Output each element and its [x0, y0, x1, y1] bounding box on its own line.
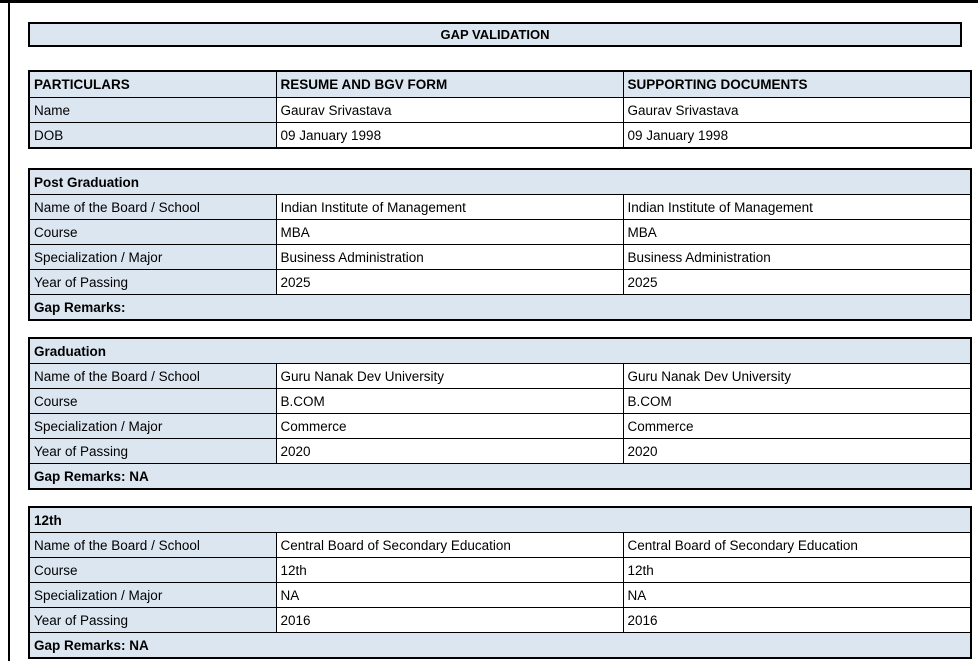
row-label-dob: DOB: [28, 122, 277, 149]
table-row-year-of-passing: Year of Passing 2020 2020: [28, 438, 972, 464]
document-title: GAP VALIDATION: [28, 22, 962, 47]
table-row-board-school: Name of the Board / School Guru Nanak De…: [28, 363, 972, 389]
dob-documents-value: 09 January 1998: [622, 122, 972, 149]
table-row-course: Course B.COM B.COM: [28, 388, 972, 414]
specialization-documents-value: NA: [622, 582, 972, 608]
gap-remarks-graduation: Gap Remarks: NA: [28, 463, 972, 490]
section-title-post-graduation: Post Graduation: [28, 168, 972, 195]
board-school-documents-value: Guru Nanak Dev University: [622, 363, 972, 389]
board-school-resume-value: Guru Nanak Dev University: [275, 363, 624, 389]
row-label-board-school: Name of the Board / School: [28, 363, 277, 389]
row-label-board-school: Name of the Board / School: [28, 532, 277, 558]
table-row-board-school: Name of the Board / School Central Board…: [28, 532, 972, 558]
section-title-12th: 12th: [28, 506, 972, 533]
row-label-course: Course: [28, 219, 277, 245]
section-header-row: 12th: [28, 506, 972, 533]
course-documents-value: 12th: [622, 557, 972, 583]
row-label-specialization: Specialization / Major: [28, 413, 277, 439]
board-school-resume-value: Indian Institute of Management: [275, 194, 624, 220]
specialization-resume-value: Business Administration: [275, 244, 624, 270]
row-label-course: Course: [28, 557, 277, 583]
table-row-specialization: Specialization / Major Commerce Commerce: [28, 413, 972, 439]
gap-remarks-12th: Gap Remarks: NA: [28, 632, 972, 659]
row-label-year-of-passing: Year of Passing: [28, 607, 277, 633]
row-label-board-school: Name of the Board / School: [28, 194, 277, 220]
year-resume-value: 2016: [275, 607, 624, 633]
table-row-board-school: Name of the Board / School Indian Instit…: [28, 194, 972, 220]
row-label-year-of-passing: Year of Passing: [28, 269, 277, 295]
table-row-specialization: Specialization / Major NA NA: [28, 582, 972, 608]
column-header-resume-bgv: RESUME AND BGV FORM: [275, 70, 624, 98]
row-label-year-of-passing: Year of Passing: [28, 438, 277, 464]
table-row-specialization: Specialization / Major Business Administ…: [28, 244, 972, 270]
board-school-resume-value: Central Board of Secondary Education: [275, 532, 624, 558]
specialization-documents-value: Commerce: [622, 413, 972, 439]
row-label-name: Name: [28, 97, 277, 123]
row-label-specialization: Specialization / Major: [28, 244, 277, 270]
year-documents-value: 2020: [622, 438, 972, 464]
column-header-supporting-docs: SUPPORTING DOCUMENTS: [622, 70, 972, 98]
row-label-course: Course: [28, 388, 277, 414]
year-documents-value: 2025: [622, 269, 972, 295]
year-resume-value: 2025: [275, 269, 624, 295]
gap-remarks-row: Gap Remarks:: [28, 294, 972, 321]
table-row-name: Name Gaurav Srivastava Gaurav Srivastava: [28, 97, 972, 123]
course-documents-value: MBA: [622, 219, 972, 245]
name-documents-value: Gaurav Srivastava: [622, 97, 972, 123]
twelfth-table: 12th Name of the Board / School Central …: [28, 506, 973, 659]
table-row-dob: DOB 09 January 1998 09 January 1998: [28, 122, 972, 149]
course-documents-value: B.COM: [622, 388, 972, 414]
dob-resume-value: 09 January 1998: [275, 122, 624, 149]
gap-remarks-row: Gap Remarks: NA: [28, 463, 972, 490]
page-border-top: [0, 0, 978, 3]
graduation-table: Graduation Name of the Board / School Gu…: [28, 337, 973, 490]
identity-header-row: PARTICULARS RESUME AND BGV FORM SUPPORTI…: [28, 70, 972, 98]
page-border-left: [8, 0, 10, 661]
section-title-graduation: Graduation: [28, 337, 972, 364]
specialization-resume-value: NA: [275, 582, 624, 608]
course-resume-value: B.COM: [275, 388, 624, 414]
document-title-text: GAP VALIDATION: [440, 27, 550, 42]
year-documents-value: 2016: [622, 607, 972, 633]
identity-table: PARTICULARS RESUME AND BGV FORM SUPPORTI…: [28, 70, 972, 149]
post-graduation-table: Post Graduation Name of the Board / Scho…: [28, 168, 973, 321]
board-school-documents-value: Indian Institute of Management: [622, 194, 972, 220]
column-header-particulars: PARTICULARS: [28, 70, 277, 98]
specialization-resume-value: Commerce: [275, 413, 624, 439]
gap-remarks-post-graduation: Gap Remarks:: [28, 294, 972, 321]
table-row-course: Course MBA MBA: [28, 219, 972, 245]
table-row-year-of-passing: Year of Passing 2016 2016: [28, 607, 972, 633]
section-header-row: Graduation: [28, 337, 972, 364]
specialization-documents-value: Business Administration: [622, 244, 972, 270]
course-resume-value: MBA: [275, 219, 624, 245]
year-resume-value: 2020: [275, 438, 624, 464]
row-label-specialization: Specialization / Major: [28, 582, 277, 608]
name-resume-value: Gaurav Srivastava: [275, 97, 624, 123]
gap-remarks-row: Gap Remarks: NA: [28, 632, 972, 659]
course-resume-value: 12th: [275, 557, 624, 583]
table-row-year-of-passing: Year of Passing 2025 2025: [28, 269, 972, 295]
section-header-row: Post Graduation: [28, 168, 972, 195]
table-row-course: Course 12th 12th: [28, 557, 972, 583]
board-school-documents-value: Central Board of Secondary Education: [622, 532, 972, 558]
